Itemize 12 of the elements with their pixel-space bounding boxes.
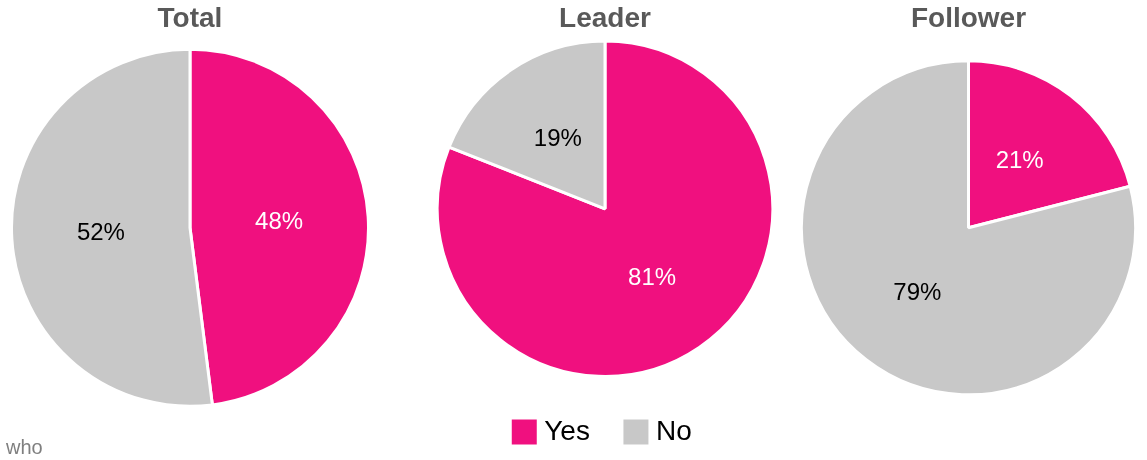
legend-label: Yes [544, 414, 590, 446]
chart-title: Leader [559, 1, 652, 33]
data-label: 52% [76, 218, 125, 246]
data-label: 48% [255, 206, 304, 234]
text: who [5, 435, 43, 458]
data-label: 81% [628, 262, 677, 290]
chart-title: Follower [910, 1, 1027, 33]
data-label: 19% [533, 124, 582, 152]
data-label: 79% [893, 278, 942, 306]
legend-label: No [655, 414, 692, 446]
data-label: 21% [995, 146, 1044, 174]
chart-title: Total [157, 1, 223, 33]
